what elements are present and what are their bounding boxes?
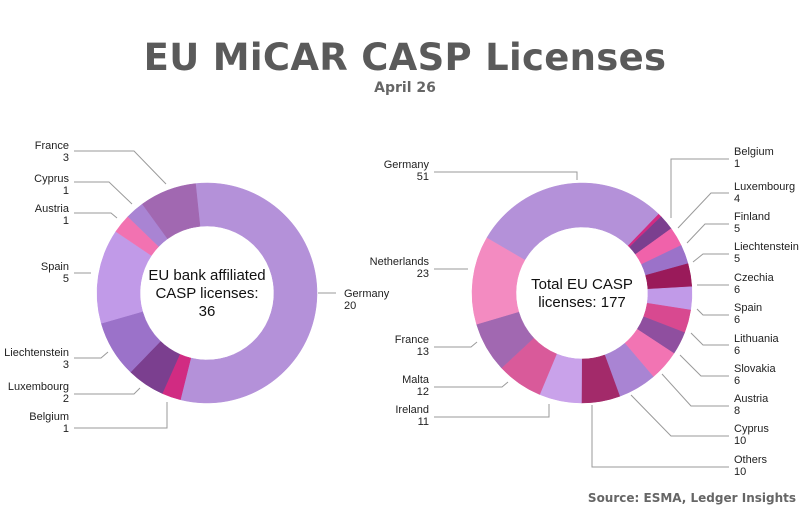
leader-line	[434, 341, 478, 348]
source-note: Source: ESMA, Ledger Insights	[587, 491, 796, 505]
slice-value: 6	[734, 314, 740, 326]
slice-value: 10	[734, 466, 746, 478]
slice-value: 1	[63, 423, 69, 435]
slice-value: 4	[734, 193, 740, 205]
donut-bank-affiliated: Germany20Belgium1Luxembourg2Liechtenstei…	[4, 140, 390, 435]
donut-center-label: 36	[199, 303, 216, 320]
slice-label: Spain	[734, 302, 762, 314]
leader-line	[661, 373, 729, 407]
slice-label: Austria	[734, 393, 769, 405]
slice-label: Belgium	[29, 411, 69, 423]
slice-label: France	[395, 334, 429, 346]
leader-line	[434, 171, 578, 180]
slice-label: Cyprus	[34, 173, 69, 185]
leader-line	[696, 308, 729, 316]
slice-value: 13	[417, 346, 429, 358]
slice-label: Ireland	[395, 404, 429, 416]
slice-value: 5	[734, 223, 740, 235]
leader-line	[74, 181, 133, 205]
slice-value: 3	[63, 359, 69, 371]
slice-label: Czechia	[734, 272, 775, 284]
leader-line	[677, 192, 729, 229]
slice-value: 6	[734, 284, 740, 296]
leader-line	[690, 332, 729, 346]
leader-line	[74, 402, 168, 429]
slice-label: Germany	[344, 288, 390, 300]
slice-label: Netherlands	[370, 256, 430, 268]
leader-line	[686, 223, 729, 244]
slice-label: Finland	[734, 211, 770, 223]
slice-label: Luxembourg	[8, 381, 69, 393]
chart-subtitle: April 26	[374, 80, 436, 96]
slice-label: Belgium	[734, 146, 774, 158]
slice-value: 5	[734, 253, 740, 265]
slice-label: Malta	[402, 374, 430, 386]
slice-label: Spain	[41, 261, 69, 273]
donut-total-casp: Belgium1Luxembourg4Finland5Liechtenstein…	[370, 146, 799, 478]
donut-hole	[516, 227, 648, 359]
slice-value: 6	[734, 375, 740, 387]
leader-line	[670, 158, 729, 218]
slice-germany	[486, 182, 659, 261]
donut-center-label: CASP licenses:	[155, 285, 258, 302]
slice-value: 5	[63, 273, 69, 285]
donut-hole	[140, 226, 274, 360]
slice-value: 1	[63, 215, 69, 227]
slice-label: Liechtenstein	[734, 241, 799, 253]
leader-line	[74, 212, 118, 219]
slice-value: 23	[417, 268, 429, 280]
leader-line	[74, 387, 141, 395]
leader-line	[591, 405, 729, 468]
donut-center-label: Total EU CASP	[531, 276, 633, 293]
slice-france	[141, 183, 201, 240]
slice-value: 8	[734, 405, 740, 417]
slice-value: 12	[417, 386, 429, 398]
slice-value: 51	[417, 171, 429, 183]
slice-value: 2	[63, 393, 69, 405]
leader-line	[692, 253, 729, 263]
leader-line	[74, 150, 167, 185]
slice-label: France	[35, 140, 69, 152]
leader-line	[434, 381, 509, 388]
leader-line	[74, 351, 109, 359]
slice-value: 11	[418, 416, 429, 428]
slice-label: Slovakia	[734, 363, 776, 375]
donut-center-label: licenses: 177	[538, 294, 626, 311]
leader-line	[630, 394, 729, 437]
slice-label: Others	[734, 454, 768, 466]
chart-title: EU MiCAR CASP Licenses	[143, 36, 667, 79]
slice-value: 3	[63, 152, 69, 164]
slice-value: 10	[734, 435, 746, 447]
slice-label: Lithuania	[734, 333, 780, 345]
leader-line	[434, 404, 550, 418]
slice-label: Luxembourg	[734, 181, 795, 193]
slice-value: 20	[344, 300, 356, 312]
slice-value: 1	[734, 158, 740, 170]
slice-value: 6	[734, 345, 740, 357]
slice-germany	[180, 182, 318, 404]
slice-value: 1	[63, 185, 69, 197]
slice-label: Germany	[384, 159, 430, 171]
slice-label: Cyprus	[734, 423, 769, 435]
slice-label: Liechtenstein	[4, 347, 69, 359]
leader-line	[679, 354, 729, 377]
donut-center-label: EU bank affiliated	[148, 267, 265, 284]
slice-label: Austria	[35, 203, 70, 215]
